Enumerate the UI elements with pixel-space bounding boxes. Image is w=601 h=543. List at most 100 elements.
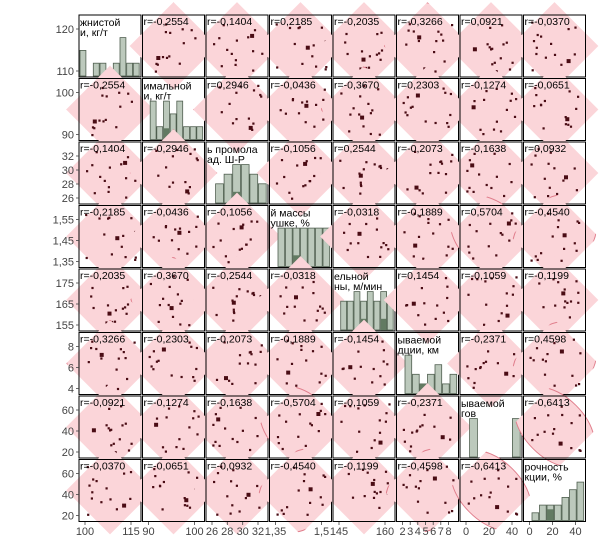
y-tick-label: 175 [56, 278, 74, 290]
scatter-point [226, 495, 229, 498]
histogram-bar [353, 291, 361, 331]
scatter-point [416, 429, 419, 432]
scatter-point [563, 288, 566, 291]
scatter-point [186, 278, 189, 281]
scatter-point [385, 412, 388, 415]
histogram-bar [223, 173, 233, 204]
scatter-point [245, 243, 248, 246]
scatter-point [250, 353, 253, 356]
scatter-point [515, 477, 518, 480]
scatter-point [109, 498, 112, 501]
scatter-point [485, 303, 488, 306]
scatter-point [551, 235, 554, 238]
scatter-point [253, 29, 257, 32]
y-tick-label: 4 [68, 384, 74, 396]
scatter-point [257, 84, 260, 87]
histogram-bar [340, 300, 348, 331]
scatter-point [515, 276, 518, 279]
histogram-bar [404, 354, 413, 394]
scatter-point [512, 375, 515, 378]
scatter-point [535, 52, 538, 56]
x-tick-label: 28 [221, 526, 233, 538]
scatter-point [246, 362, 250, 365]
y-tick-label: 40 [62, 426, 74, 438]
scatter-point [411, 431, 414, 434]
x-tick-label: 2 [399, 526, 405, 538]
scatter-point [105, 321, 108, 324]
selected-point [156, 56, 161, 60]
scatter-point [379, 375, 382, 378]
scatter-point [231, 437, 234, 441]
x-tick-label: 145 [330, 526, 348, 538]
scatter-point [161, 508, 164, 511]
scatter-point [472, 190, 475, 193]
selected-point [184, 498, 189, 503]
scatter-point [577, 95, 580, 98]
scatter-point [297, 112, 301, 115]
correlation-label: r=-0,0370 [80, 461, 125, 473]
cell-frame [523, 459, 586, 522]
scatter-point [260, 95, 263, 98]
selected-point [123, 160, 128, 165]
scatter-point [92, 306, 95, 310]
selected-point [357, 231, 362, 236]
scatter-point [192, 417, 195, 420]
scatter-point [228, 102, 231, 105]
scatter-point [573, 242, 576, 245]
scatter-point [193, 410, 196, 413]
scatter-point [182, 42, 185, 45]
x-tick-label: 5 [422, 526, 428, 538]
scatter-point [468, 186, 471, 189]
scatter-point [235, 91, 238, 94]
scatter-point [438, 223, 442, 226]
correlation-label: r=0,4598 [525, 334, 567, 346]
scatter-point [232, 310, 235, 313]
scatter-point [108, 407, 111, 410]
scatter-point [304, 184, 307, 187]
scatter-point [254, 382, 257, 385]
x-tick-label: 8 [445, 526, 451, 538]
scatter-point [178, 62, 181, 65]
scatter-point [114, 309, 117, 312]
x-tick-label: 1,5 [314, 526, 329, 538]
scatter-point [440, 33, 443, 36]
scatter-point [514, 222, 517, 225]
correlation-label: r=-0,1059 [461, 270, 506, 282]
scatter-point [181, 28, 184, 31]
scatter-point [548, 186, 551, 189]
scatter-point [310, 424, 313, 427]
scatter-point [296, 164, 299, 167]
scatter-point [100, 357, 103, 360]
scatter-point [542, 127, 545, 130]
scatter-point [495, 175, 498, 178]
selected-point [378, 440, 383, 445]
histogram-bar [249, 173, 259, 204]
selected-point [472, 47, 477, 52]
correlation-label: r=-0,1638 [207, 397, 252, 409]
scatter-point [359, 95, 362, 98]
scatter-point [433, 425, 436, 428]
scatter-point [157, 239, 160, 242]
scatter-point [405, 43, 408, 46]
scatter-point [349, 242, 352, 245]
scatter-point [552, 278, 555, 281]
scatter-point [108, 166, 111, 169]
scatter-point [239, 406, 242, 409]
scatter-point [413, 212, 416, 215]
scatter-point [372, 367, 375, 371]
scatter-point [276, 513, 279, 516]
scatter-point [234, 63, 237, 66]
scatter-point [376, 217, 379, 220]
scatter-point [178, 405, 181, 408]
scatter-point [285, 382, 288, 385]
scatter-point [435, 40, 438, 43]
scatter-point [421, 424, 424, 427]
scatter-point [175, 446, 178, 449]
scatter-point [212, 423, 215, 426]
scatter-point [386, 482, 389, 485]
scatter-point [115, 508, 118, 511]
scatter-point [448, 511, 451, 514]
scatter-point [291, 342, 294, 345]
scatter-point [297, 27, 300, 30]
scatter-point [322, 474, 325, 477]
